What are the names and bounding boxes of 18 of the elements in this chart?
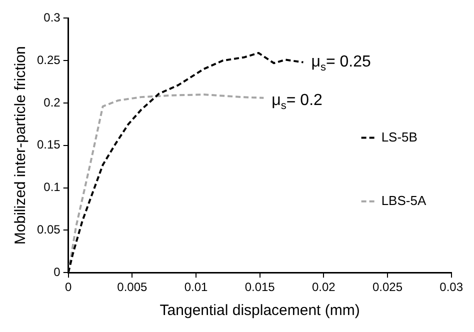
y-tick-label: 0.15	[36, 138, 61, 152]
x-tick-label: 0.025	[372, 280, 403, 294]
legend-label: LS-5B	[381, 129, 418, 144]
legend-label: LBS-5A	[381, 192, 426, 208]
x-tick-label: 0.03	[440, 280, 464, 294]
x-tick-label: 0	[65, 280, 72, 294]
x-tick-label: 0.015	[244, 280, 276, 294]
x-tick-label: 0.01	[184, 280, 208, 294]
y-tick-label: 0.05	[36, 222, 61, 237]
y-tick-label: 0.2	[44, 95, 61, 110]
y-axis-title: Mobilized inter-particle friction	[12, 46, 30, 245]
x-tick-label: 0.02	[312, 280, 336, 294]
y-tick-label: 0.25	[36, 52, 61, 67]
x-tick-label: 0.005	[117, 280, 148, 294]
y-tick-label: 0.3	[44, 10, 61, 25]
y-tick-label: 0.1	[44, 180, 61, 194]
x-axis-title: Tangential displacement (mm)	[160, 302, 360, 320]
y-tick-label: 0	[54, 264, 61, 279]
